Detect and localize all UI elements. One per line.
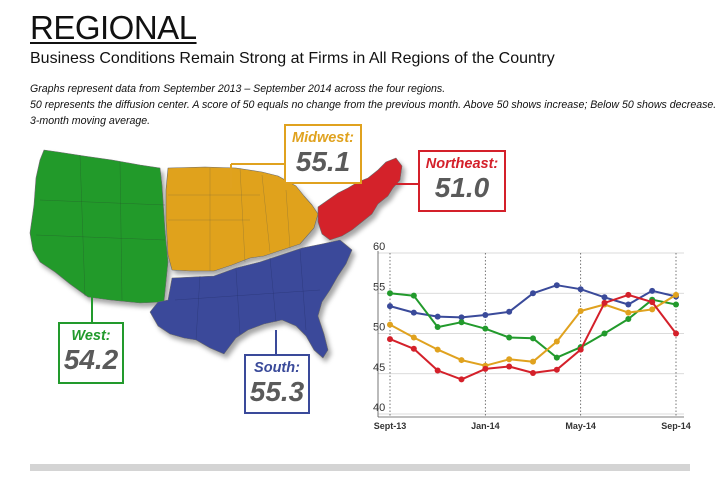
note-moving-average: 3-month moving average.: [30, 115, 151, 127]
data-point-midwest: [553, 338, 560, 345]
note-diffusion: 50 represents the diffusion center. A sc…: [30, 99, 717, 111]
data-point-south: [601, 294, 608, 301]
data-point-west: [458, 319, 465, 326]
south-label: South:: [254, 360, 300, 376]
data-point-midwest: [625, 309, 632, 316]
region-west-shape: [29, 149, 169, 304]
data-point-northeast: [434, 367, 441, 374]
data-point-northeast: [506, 363, 513, 370]
data-point-west: [601, 330, 608, 337]
data-point-northeast: [625, 291, 632, 298]
data-point-midwest: [530, 358, 536, 365]
callout-south: South: 55.3: [244, 354, 310, 414]
data-point-midwest: [673, 291, 679, 298]
data-point-south: [530, 290, 536, 297]
y-tick-label-45: 45: [373, 362, 385, 374]
midwest-label: Midwest:: [291, 130, 355, 146]
data-point-south: [577, 286, 584, 293]
data-point-south: [482, 311, 489, 318]
data-point-west: [387, 290, 393, 297]
west-label: West:: [71, 328, 111, 344]
data-point-west: [553, 354, 560, 361]
data-point-south: [387, 303, 393, 310]
data-point-northeast: [553, 366, 560, 373]
data-point-northeast: [458, 376, 465, 383]
data-point-west: [625, 316, 632, 323]
series-line-midwest: [389, 294, 677, 367]
note-data-range: Graphs represent data from September 201…: [30, 83, 446, 95]
midwest-value: 55.1: [295, 146, 351, 177]
data-point-midwest: [458, 357, 465, 364]
x-tick-label-Jan-14: Jan-14: [471, 421, 500, 431]
data-point-west: [530, 335, 536, 342]
region-midwest-shape: [165, 166, 319, 272]
page-subtitle: Business Conditions Remain Strong at Fir…: [30, 50, 555, 67]
data-point-south: [553, 282, 560, 289]
data-point-northeast: [530, 369, 536, 376]
callout-northeast: Northeast: 51.0: [418, 150, 506, 212]
y-tick-label-60: 60: [373, 241, 385, 253]
data-point-midwest: [506, 356, 513, 363]
data-point-west: [482, 325, 489, 332]
data-point-south: [625, 301, 632, 308]
data-point-northeast: [410, 345, 417, 352]
northeast-value: 51.0: [434, 172, 490, 203]
data-point-northeast: [673, 330, 679, 337]
data-point-west: [673, 301, 679, 308]
data-point-northeast: [601, 299, 608, 306]
data-point-south: [649, 287, 656, 294]
data-point-midwest: [649, 306, 656, 313]
y-tick-label-40: 40: [373, 402, 385, 414]
x-tick-label-Sept-13: Sept-13: [374, 421, 407, 431]
x-tick-label-Sep-14: Sep-14: [661, 421, 691, 431]
west-value: 54.2: [63, 344, 119, 375]
data-point-south: [434, 313, 441, 320]
data-point-midwest: [577, 307, 584, 314]
south-value: 55.3: [249, 376, 305, 407]
northeast-label: Northeast:: [425, 156, 499, 172]
data-point-south: [458, 314, 465, 321]
data-point-midwest: [410, 334, 417, 341]
data-point-northeast: [577, 346, 584, 353]
data-point-northeast: [387, 336, 393, 343]
data-point-west: [506, 334, 513, 341]
y-tick-label-55: 55: [373, 281, 385, 293]
data-point-midwest: [434, 346, 441, 353]
footer-divider: [30, 464, 690, 471]
data-point-west: [410, 292, 417, 299]
callout-midwest: Midwest: 55.1: [284, 124, 362, 184]
data-point-midwest: [387, 321, 393, 328]
data-point-northeast: [482, 365, 489, 372]
y-tick-label-50: 50: [373, 322, 385, 334]
data-point-northeast: [649, 299, 656, 306]
callout-west: West: 54.2: [58, 322, 124, 384]
data-point-south: [506, 308, 513, 315]
data-point-south: [410, 309, 417, 316]
page-title: REGIONAL: [30, 9, 197, 46]
data-point-west: [434, 324, 441, 331]
x-tick-label-May-14: May-14: [565, 421, 596, 431]
